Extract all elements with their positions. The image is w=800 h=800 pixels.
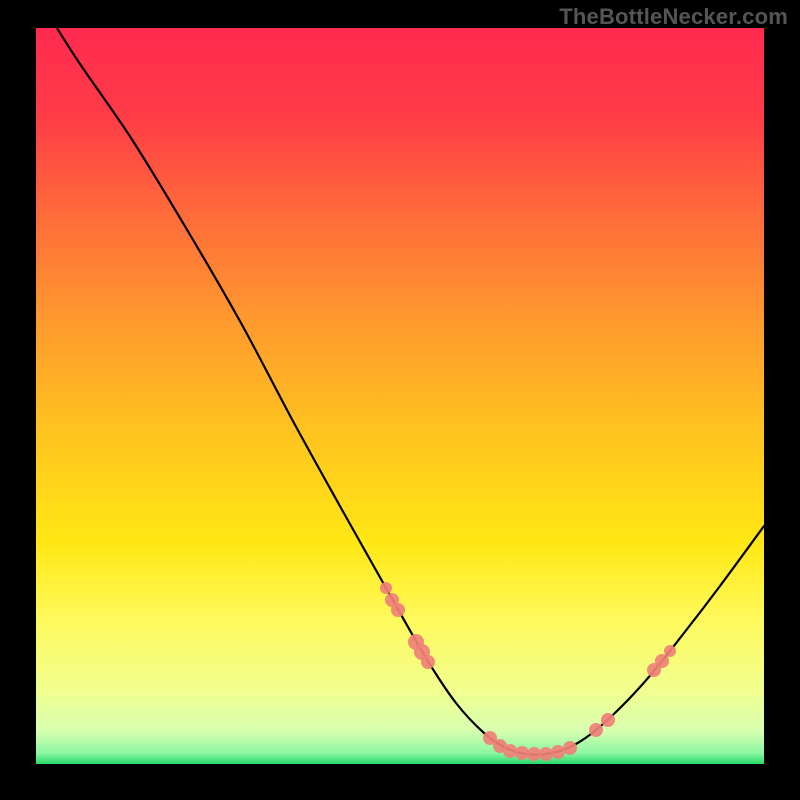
plot-area <box>36 28 764 764</box>
gradient-bg <box>36 28 764 764</box>
data-marker <box>527 747 541 761</box>
data-marker <box>515 746 529 760</box>
data-marker <box>601 713 615 727</box>
watermark-text: TheBottleNecker.com <box>559 4 788 30</box>
data-marker <box>391 603 405 617</box>
data-marker <box>563 741 577 755</box>
data-marker <box>539 747 553 761</box>
data-marker <box>380 582 392 594</box>
chart-frame: TheBottleNecker.com <box>0 0 800 800</box>
data-marker <box>589 723 603 737</box>
data-marker <box>421 655 435 669</box>
data-marker <box>503 744 517 758</box>
data-marker <box>664 645 676 657</box>
chart-svg <box>36 28 764 764</box>
data-marker <box>551 745 565 759</box>
